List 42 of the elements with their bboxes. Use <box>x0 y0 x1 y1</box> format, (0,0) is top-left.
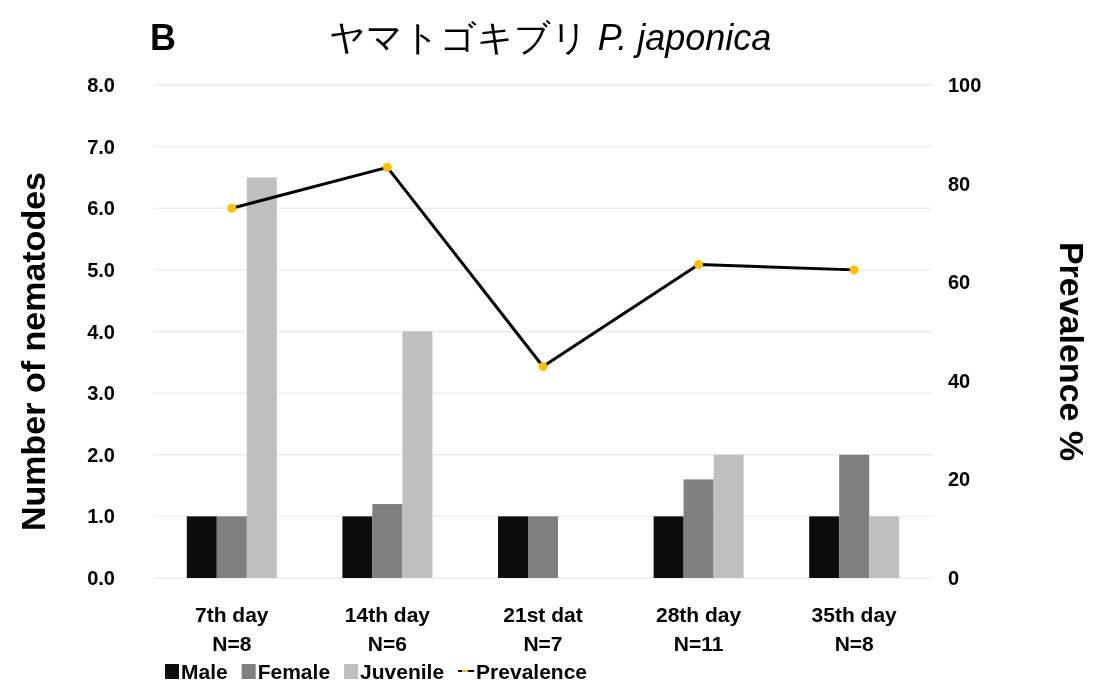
bar <box>653 516 684 578</box>
legend-label: Juvenile <box>360 660 445 683</box>
bar <box>713 454 744 578</box>
x-tick-label: 14th day N=6 <box>344 603 431 655</box>
y2-axis-title: Prevalence % <box>1053 241 1091 462</box>
bar <box>216 516 247 578</box>
x-tick-label: 7th day N=8 <box>195 603 269 655</box>
x-tick-label: 21st dat N=7 <box>503 603 583 655</box>
bar <box>683 479 714 578</box>
y-tick-label: 5.0 <box>87 258 115 281</box>
y2-tick-label: 0 <box>948 567 960 589</box>
x-tick-label: 28th day N=11 <box>656 603 742 655</box>
y-tick-label: 1.0 <box>87 505 115 528</box>
text: B <box>150 17 176 58</box>
bar <box>372 504 403 578</box>
bar <box>186 516 217 578</box>
bar <box>809 516 840 578</box>
bar <box>402 331 433 578</box>
y-tick-label: 4.0 <box>87 320 115 343</box>
x-tick-label: 35th day N=8 <box>811 603 898 655</box>
y-tick-label: 6.0 <box>87 197 115 220</box>
y-tick-label: 2.0 <box>87 443 115 466</box>
y2-tick-label: 40 <box>948 369 971 392</box>
y2-tick-label: 60 <box>948 271 971 294</box>
y-tick-label: 3.0 <box>87 382 115 405</box>
bar <box>528 516 558 578</box>
legend-label: Prevalence <box>476 660 588 683</box>
y2-tick-label: 20 <box>948 468 971 491</box>
y-tick-label: 7.0 <box>87 135 115 158</box>
legend-label: Female <box>257 660 331 683</box>
bar <box>839 454 870 578</box>
y-tick-label: 0.0 <box>87 567 115 589</box>
y-tick-label: 8.0 <box>87 74 115 96</box>
bar <box>869 516 900 578</box>
bar <box>246 177 277 578</box>
y2-tick-label: 80 <box>948 172 971 195</box>
chart-title: ヤマトゴキブリ P. japonica <box>328 17 772 58</box>
y-axis-title: Number of nematodes <box>14 172 52 531</box>
y2-tick-label: 100 <box>948 74 982 96</box>
bar <box>342 516 373 578</box>
bar <box>498 516 528 578</box>
legend-label: Male <box>181 660 228 683</box>
